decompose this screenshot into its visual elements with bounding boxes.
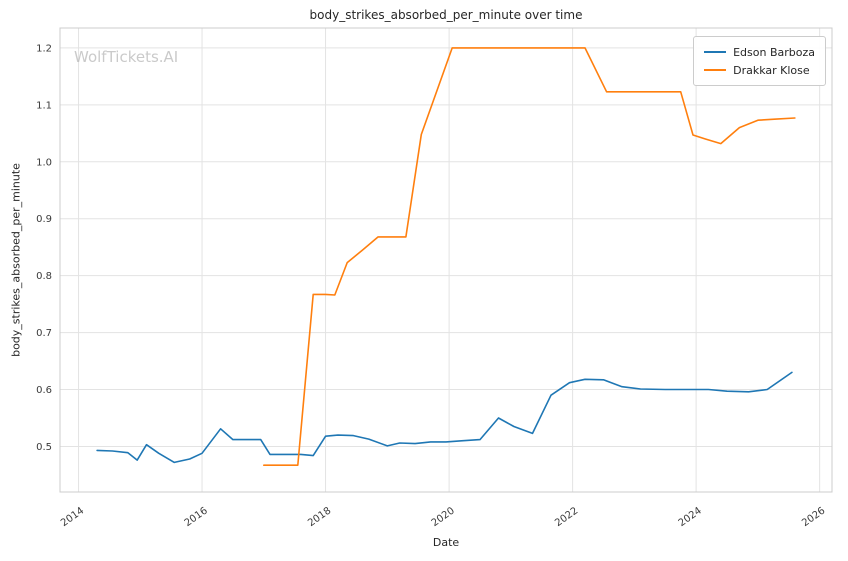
- legend-label: Drakkar Klose: [733, 63, 810, 77]
- svg-text:0.8: 0.8: [36, 271, 52, 282]
- legend-item-drakkar-klose: Drakkar Klose: [704, 61, 815, 79]
- svg-text:2018: 2018: [306, 505, 333, 529]
- svg-text:1.1: 1.1: [36, 100, 52, 111]
- x-axis-label: Date: [432, 536, 460, 549]
- legend: Edson Barboza Drakkar Klose: [693, 36, 826, 86]
- svg-text:2016: 2016: [183, 505, 210, 529]
- svg-text:2026: 2026: [800, 505, 827, 529]
- svg-text:1.0: 1.0: [36, 157, 52, 168]
- svg-text:2014: 2014: [59, 505, 86, 529]
- legend-item-edson-barboza: Edson Barboza: [704, 43, 815, 61]
- svg-text:2024: 2024: [677, 505, 704, 529]
- svg-text:0.6: 0.6: [36, 385, 52, 396]
- svg-text:0.9: 0.9: [36, 214, 52, 225]
- svg-text:2022: 2022: [553, 505, 580, 529]
- y-axis-label: body_strikes_absorbed_per_minute: [9, 163, 23, 357]
- watermark: WolfTickets.AI: [74, 48, 179, 66]
- svg-text:1.2: 1.2: [36, 43, 52, 54]
- svg-text:2020: 2020: [430, 505, 457, 529]
- chart-title: body_strikes_absorbed_per_minute over ti…: [309, 8, 583, 22]
- legend-line-swatch: [704, 51, 727, 53]
- legend-label: Edson Barboza: [733, 45, 815, 59]
- legend-line-swatch: [704, 69, 727, 71]
- svg-text:0.5: 0.5: [36, 442, 52, 453]
- svg-text:0.7: 0.7: [36, 328, 52, 339]
